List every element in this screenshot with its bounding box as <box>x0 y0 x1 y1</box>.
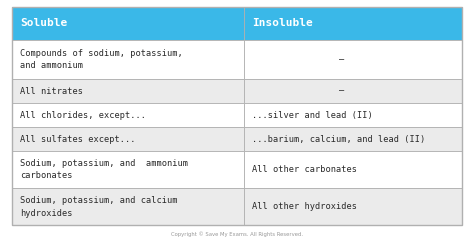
Text: ...barium, calcium, and lead (II): ...barium, calcium, and lead (II) <box>252 134 426 144</box>
Bar <box>12 127 244 151</box>
Text: Sodium, potassium, and  ammonium
carbonates: Sodium, potassium, and ammonium carbonat… <box>20 159 188 180</box>
Text: All chlorides, except...: All chlorides, except... <box>20 111 146 120</box>
Text: Soluble: Soluble <box>20 18 68 28</box>
Text: Insoluble: Insoluble <box>252 18 313 28</box>
Bar <box>12 40 244 79</box>
Text: ...silver and lead (II): ...silver and lead (II) <box>252 111 373 120</box>
Bar <box>244 127 462 151</box>
Bar <box>244 79 462 103</box>
Bar <box>244 40 462 79</box>
Text: Compounds of sodium, potassium,
and ammonium: Compounds of sodium, potassium, and ammo… <box>20 49 183 70</box>
Bar <box>244 151 462 188</box>
Bar <box>12 151 244 188</box>
Bar <box>244 7 462 40</box>
Bar <box>244 188 462 225</box>
Bar <box>12 79 244 103</box>
Bar <box>12 188 244 225</box>
Text: All nitrates: All nitrates <box>20 87 83 96</box>
Text: –: – <box>339 55 345 64</box>
Text: All sulfates except...: All sulfates except... <box>20 134 136 144</box>
Text: –: – <box>339 87 345 96</box>
Bar <box>12 7 244 40</box>
Text: Sodium, potassium, and calcium
hydroxides: Sodium, potassium, and calcium hydroxide… <box>20 196 178 218</box>
Text: All other carbonates: All other carbonates <box>252 165 357 174</box>
Text: Copyright © Save My Exams. All Rights Reserved.: Copyright © Save My Exams. All Rights Re… <box>171 231 303 237</box>
Bar <box>12 103 244 127</box>
Bar <box>244 103 462 127</box>
Text: All other hydroxides: All other hydroxides <box>252 202 357 211</box>
